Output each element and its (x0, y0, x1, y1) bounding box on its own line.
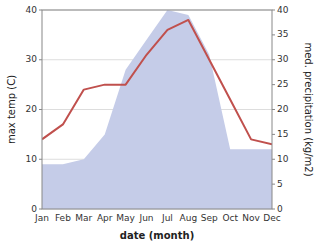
x-tick-label: Apr (97, 213, 113, 223)
x-tick-label: Jan (34, 213, 49, 223)
tick (272, 159, 275, 160)
tick (39, 159, 42, 160)
tick (39, 59, 42, 60)
x-tick-label: Dec (263, 213, 280, 223)
y-tick-label: 0 (31, 204, 37, 214)
tick (272, 184, 275, 185)
tick (272, 59, 275, 60)
tick (39, 209, 42, 210)
tick (272, 109, 275, 110)
y-axis-label: max temp (C) (6, 75, 17, 144)
tick (39, 109, 42, 110)
x-tick-label: Mar (75, 213, 92, 223)
tick (39, 10, 42, 11)
y2-tick-label: 20 (277, 104, 289, 114)
temp-line (42, 20, 272, 144)
x-tick-label: Oct (222, 213, 238, 223)
x-tick-label: Jul (161, 213, 173, 223)
x-tick-label: Aug (180, 213, 198, 223)
y-tick-label: 30 (26, 54, 38, 64)
frame (42, 10, 272, 209)
tick (272, 84, 275, 85)
y2-tick-label: 40 (277, 5, 289, 15)
x-tick-label: Sep (201, 213, 218, 223)
y-tick-label: 40 (26, 5, 38, 15)
y2-tick-label: 10 (277, 154, 289, 164)
tick (272, 209, 275, 210)
x-tick-label: Feb (55, 213, 71, 223)
y2-axis-label: med. precipitation (kg/m2) (303, 42, 314, 176)
x-tick-label: May (116, 213, 135, 223)
y2-tick-label: 5 (277, 179, 283, 189)
x-axis-label: date (month) (120, 230, 194, 241)
y-tick-label: 10 (26, 154, 38, 164)
y2-tick-label: 30 (277, 54, 289, 64)
y2-tick-label: 35 (277, 29, 288, 39)
x-tick-label: Nov (242, 213, 260, 223)
tick (272, 34, 275, 35)
x-tick-label: Jun (139, 213, 154, 223)
y-tick-label: 20 (26, 104, 38, 114)
y2-tick-label: 0 (277, 204, 283, 214)
chart: 0 10 20 30 40 0 5 10 15 20 25 30 35 40 Jan Feb Mar AprMay… (0, 0, 318, 247)
tick (272, 10, 275, 11)
y2-tick-label: 15 (277, 129, 288, 139)
plot-area (42, 10, 272, 209)
tick (272, 134, 275, 135)
precip-area (42, 10, 272, 209)
y2-tick-label: 25 (277, 79, 288, 89)
